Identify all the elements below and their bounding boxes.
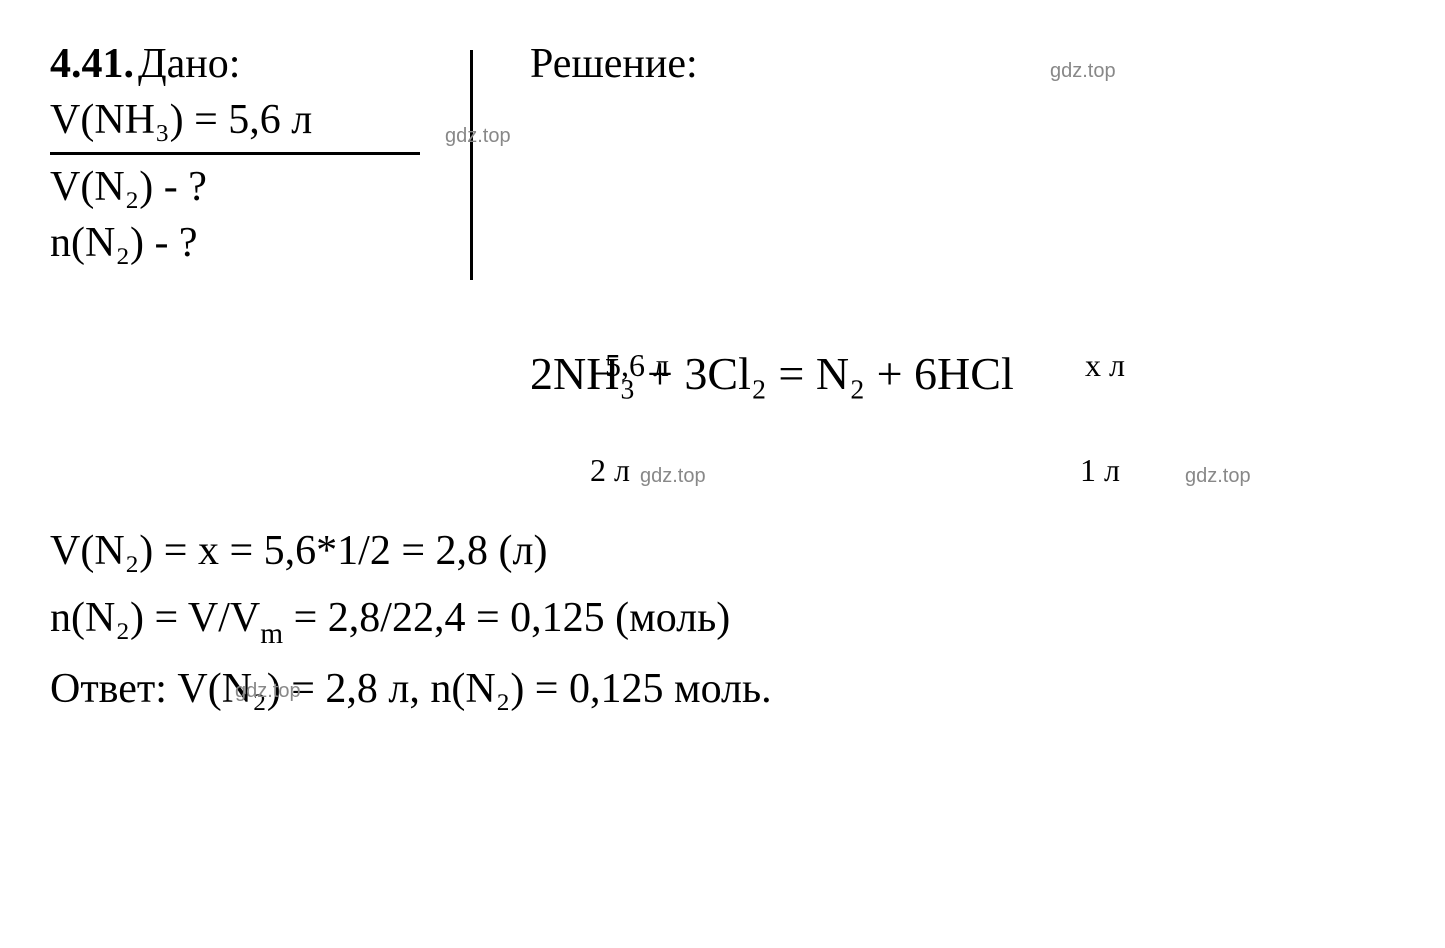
annotation-bottom-right: 1 л	[1080, 452, 1120, 489]
equation-section: 5,6 л х л 2NH₃ + 3Cl₂ = N₂ + 6HCl 2 л 1 …	[530, 347, 1395, 400]
problem-number: 4.41.	[50, 41, 134, 87]
given-line-1: V(NH₃) = 5,6 л	[50, 96, 470, 144]
calc-line-2-prefix: n(N₂) = V/V	[50, 595, 260, 641]
annotation-top-left: 5,6 л	[605, 347, 669, 384]
solution-label: Решение:	[530, 40, 698, 88]
solution-section: Решение:	[530, 40, 698, 88]
annotation-bottom-left: 2 л	[590, 452, 630, 489]
calc-line-2-sub: m	[260, 618, 283, 650]
watermark-5: gdz.top	[235, 680, 301, 703]
given-section: 4.41. Дано: V(NH₃) = 5,6 л V(N₂) - ? n(N…	[50, 40, 470, 267]
horizontal-divider	[50, 152, 420, 155]
watermark-4: gdz.top	[1185, 465, 1251, 488]
annotation-top-right: х л	[1085, 347, 1125, 384]
watermark-2: gdz.top	[445, 125, 511, 148]
calc-line-1: V(N₂) = x = 5,6*1/2 = 2,8 (л)	[50, 520, 1395, 583]
watermark-1: gdz.top	[1050, 60, 1116, 83]
find-line-2: n(N₂) - ?	[50, 219, 470, 267]
top-section: 4.41. Дано: V(NH₃) = 5,6 л V(N₂) - ? n(N…	[50, 40, 1395, 267]
vertical-divider	[470, 50, 473, 280]
given-header: 4.41. Дано:	[50, 40, 470, 88]
find-line-1: V(N₂) - ?	[50, 163, 470, 211]
calc-line-2-suffix: = 2,8/22,4 = 0,125 (моль)	[283, 595, 730, 641]
given-label: Дано:	[138, 41, 240, 87]
calc-line-2: n(N₂) = V/Vm = 2,8/22,4 = 0,125 (моль)	[50, 587, 1395, 654]
watermark-3: gdz.top	[640, 465, 706, 488]
